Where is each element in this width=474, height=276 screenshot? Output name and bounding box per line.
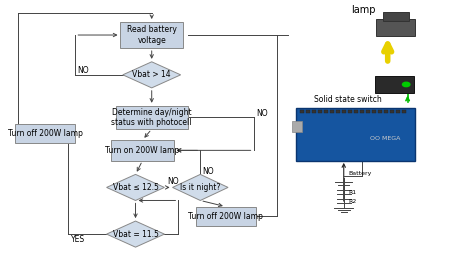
Polygon shape [107, 174, 164, 200]
FancyBboxPatch shape [306, 110, 310, 113]
FancyBboxPatch shape [348, 110, 352, 113]
FancyBboxPatch shape [300, 110, 304, 113]
FancyBboxPatch shape [375, 76, 414, 93]
Text: OO MEGA: OO MEGA [370, 136, 401, 140]
FancyBboxPatch shape [15, 124, 75, 144]
Text: R1: R1 [348, 190, 356, 195]
Text: Battery: Battery [348, 171, 372, 176]
Text: YES: YES [71, 235, 85, 244]
FancyBboxPatch shape [366, 110, 370, 113]
Text: Vbat = 11.5: Vbat = 11.5 [113, 230, 158, 239]
FancyBboxPatch shape [120, 22, 183, 48]
FancyBboxPatch shape [111, 140, 173, 161]
Text: Solid state switch: Solid state switch [314, 95, 382, 104]
FancyBboxPatch shape [324, 110, 328, 113]
Text: NO: NO [202, 167, 214, 176]
FancyBboxPatch shape [312, 110, 316, 113]
Text: Read battery
voltage: Read battery voltage [127, 25, 177, 45]
FancyBboxPatch shape [372, 110, 376, 113]
FancyBboxPatch shape [318, 110, 322, 113]
Text: lamp: lamp [351, 5, 375, 15]
FancyBboxPatch shape [354, 110, 358, 113]
Text: Turn on 200W lamp: Turn on 200W lamp [105, 146, 180, 155]
Text: NO: NO [256, 109, 267, 118]
Text: Turn off 200W lamp: Turn off 200W lamp [8, 129, 83, 138]
FancyBboxPatch shape [292, 121, 302, 132]
Text: NO: NO [78, 66, 89, 75]
FancyBboxPatch shape [360, 110, 364, 113]
Text: Vbat ≤ 12.5: Vbat ≤ 12.5 [113, 183, 158, 192]
Text: R2: R2 [348, 199, 356, 204]
FancyBboxPatch shape [116, 106, 188, 129]
Circle shape [402, 82, 410, 87]
Text: NO: NO [167, 177, 178, 186]
FancyBboxPatch shape [196, 207, 256, 226]
FancyBboxPatch shape [390, 110, 394, 113]
Polygon shape [173, 174, 228, 200]
Text: Is it night?: Is it night? [180, 183, 220, 192]
Polygon shape [107, 221, 164, 247]
FancyBboxPatch shape [342, 110, 346, 113]
Text: Vbat > 14: Vbat > 14 [132, 70, 171, 79]
FancyBboxPatch shape [336, 110, 340, 113]
FancyBboxPatch shape [396, 110, 400, 113]
Text: Determine day/night
status with photocell: Determine day/night status with photocel… [111, 108, 192, 127]
FancyBboxPatch shape [376, 18, 416, 36]
FancyBboxPatch shape [378, 110, 382, 113]
FancyBboxPatch shape [402, 110, 406, 113]
FancyBboxPatch shape [384, 110, 388, 113]
Text: Turn off 200W lamp: Turn off 200W lamp [188, 212, 263, 221]
FancyBboxPatch shape [383, 12, 409, 21]
FancyBboxPatch shape [330, 110, 334, 113]
FancyBboxPatch shape [296, 108, 415, 161]
Polygon shape [123, 62, 181, 88]
